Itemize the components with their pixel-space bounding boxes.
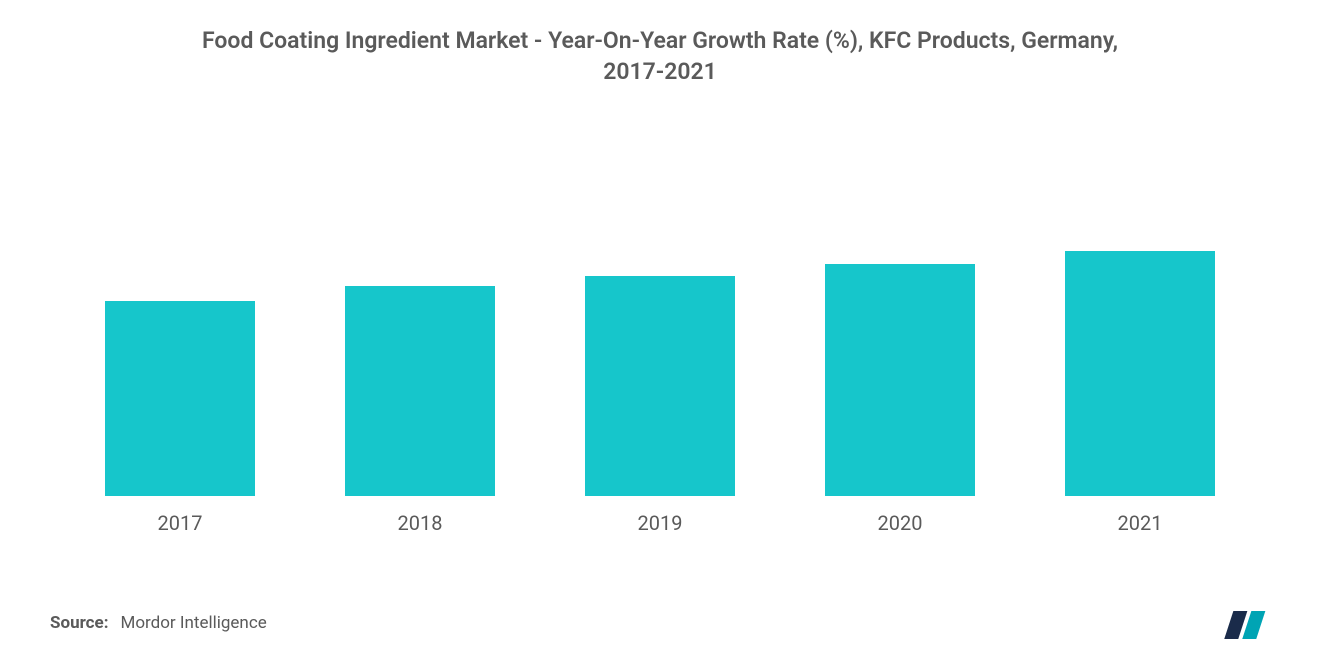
chart-title-line2: 2017-2021 (603, 58, 717, 85)
source-label: Source: (50, 613, 108, 633)
bar-slot (780, 187, 1020, 496)
bar-2020 (825, 264, 975, 496)
x-axis-label: 2020 (780, 511, 1020, 535)
x-axis-label: 2021 (1020, 511, 1260, 535)
bar-chart (60, 187, 1260, 497)
source-footer: Source: Mordor Intelligence (50, 613, 267, 633)
chart-title: Food Coating Ingredient Market - Year-On… (135, 25, 1185, 87)
bar-slot (60, 187, 300, 496)
bar-2019 (585, 276, 735, 496)
bar-2017 (105, 301, 255, 496)
bar-slot (300, 187, 540, 496)
bar-slot (1020, 187, 1260, 496)
x-axis-label: 2019 (540, 511, 780, 535)
bar-slot (540, 187, 780, 496)
x-axis-label: 2018 (300, 511, 540, 535)
x-axis-label: 2017 (60, 511, 300, 535)
source-text: Mordor Intelligence (120, 613, 266, 633)
chart-title-line1: Food Coating Ingredient Market - Year-On… (202, 27, 1118, 54)
mordor-logo-icon (1220, 609, 1270, 641)
x-axis-labels: 2017 2018 2019 2020 2021 (60, 511, 1260, 535)
bar-2018 (345, 286, 495, 496)
bar-2021 (1065, 251, 1215, 496)
